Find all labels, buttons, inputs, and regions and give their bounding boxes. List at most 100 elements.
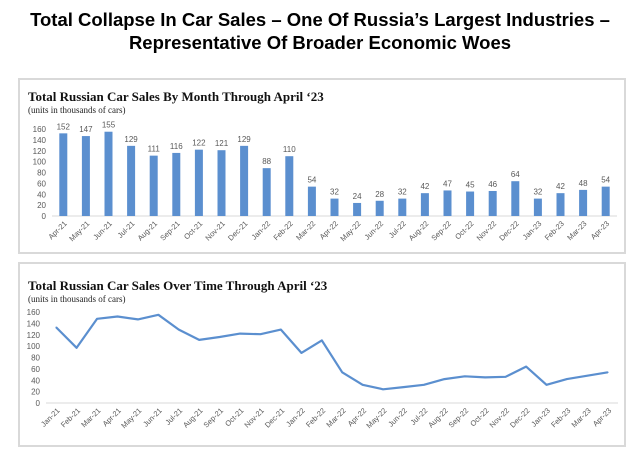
line-chart-x-tick-label: Sep-22 [447, 406, 470, 429]
bar-chart-x-tick-label: Jun-21 [91, 219, 114, 242]
bar-data-label: 129 [237, 135, 251, 144]
bar [262, 168, 271, 216]
line-point [259, 333, 262, 335]
line-chart-y-tick-label: 0 [36, 399, 41, 408]
line-chart-y-tick-label: 60 [31, 365, 40, 374]
line-chart-y-tick-label: 40 [31, 376, 40, 385]
bar-chart-title: Total Russian Car Sales By Month Through… [28, 89, 324, 104]
line-point [116, 315, 119, 318]
line-chart-x-tick-label: Aug-21 [181, 406, 204, 429]
line-chart-x-tick-label: Jan-22 [284, 406, 307, 429]
bar-data-label: 42 [556, 182, 565, 191]
bar-data-label: 64 [511, 170, 520, 179]
bar-chart-x-tick-label: Aug-21 [136, 219, 159, 242]
bar [556, 193, 565, 216]
bar-chart-y-tick-label: 60 [37, 179, 46, 188]
bar [466, 191, 475, 216]
line-point [177, 328, 180, 331]
bar-data-label: 116 [170, 142, 183, 151]
line-chart-x-tick-label: Dec-22 [508, 406, 531, 429]
bar [511, 181, 520, 216]
bar-chart-x-tick-label: Sep-22 [429, 219, 452, 242]
bar-data-label: 129 [124, 135, 138, 144]
line-chart-x-tick-label: Feb-22 [304, 406, 327, 429]
bar-chart-x-tick-label: Mar-23 [565, 219, 588, 242]
bar-chart-x-tick-label: Apr-23 [589, 219, 611, 241]
line-point [402, 386, 405, 388]
line-point [566, 378, 568, 380]
line-point [96, 318, 98, 320]
bar-data-label: 32 [398, 188, 407, 197]
bar [81, 136, 90, 216]
bar [420, 193, 429, 216]
line-chart-x-tick-label: May-22 [364, 406, 388, 430]
bar-data-label: 28 [375, 190, 384, 199]
bar-chart-x-tick-label: Sep-21 [158, 219, 181, 242]
line-chart-panel: Total Russian Car Sales Over Time Throug… [18, 262, 626, 447]
bar-data-label: 111 [148, 145, 161, 154]
bar-data-label: 32 [330, 188, 339, 197]
bar-chart-x-tick-label: Feb-23 [543, 219, 566, 242]
line-point [361, 384, 364, 386]
bar [375, 200, 384, 216]
bar-data-label: 88 [262, 157, 271, 166]
bar-chart-y-tick-label: 20 [37, 201, 46, 210]
line-point [382, 388, 384, 391]
bar-chart-x-tick-label: Jul-21 [116, 219, 137, 240]
line-chart-y-tick-label: 20 [31, 388, 40, 397]
bar-data-label: 110 [283, 145, 296, 154]
line-point [484, 376, 487, 379]
bar-chart-x-tick-label: Jun-22 [363, 219, 386, 242]
line-chart-y-tick-label: 120 [27, 331, 41, 340]
bar-chart-x-tick-label: Mar-22 [294, 219, 317, 242]
bar [127, 145, 136, 216]
line-chart-x-tick-label: Mar-22 [324, 406, 347, 429]
bar-chart-x-tick-label: May-21 [67, 219, 91, 243]
bar-data-label: 32 [533, 188, 542, 197]
line-chart-x-tick-label: Dec-21 [263, 406, 286, 429]
bar-chart-x-tick-label: May-22 [338, 219, 362, 243]
bar-chart-x-tick-label: Nov-21 [203, 219, 226, 242]
bar [398, 198, 407, 216]
bar-chart-x-tick-label: Apr-22 [318, 219, 340, 241]
bar-chart-x-tick-label: Feb-22 [272, 219, 295, 242]
bar-chart-x-tick-label: Nov-22 [475, 219, 498, 242]
line-chart-x-tick-label: Sep-21 [202, 406, 225, 429]
bar-data-label: 152 [57, 122, 71, 131]
bar-chart-y-tick-label: 0 [42, 212, 47, 221]
line-point [545, 384, 548, 386]
bar-chart-x-tick-label: Aug-22 [407, 219, 430, 242]
line-point [606, 371, 609, 374]
bar-data-label: 47 [443, 179, 452, 188]
line-point [525, 365, 527, 368]
line-chart-x-tick-label: Jan-23 [529, 406, 552, 429]
line-point [443, 378, 446, 380]
line-chart-x-tick-label: Nov-21 [242, 406, 265, 429]
line-point [300, 352, 303, 354]
bar-data-label: 54 [601, 176, 610, 185]
page-title: Total Collapse In Car Sales – One Of Rus… [30, 9, 610, 53]
line-chart-x-tick-label: Mar-21 [79, 406, 102, 429]
line-chart-title: Total Russian Car Sales Over Time Throug… [28, 278, 328, 293]
bar-chart-y-tick-label: 40 [37, 190, 46, 199]
line-point [55, 326, 58, 329]
line-chart-x-tick-label: Apr-23 [591, 406, 613, 428]
bar-chart-y-tick-label: 160 [33, 125, 47, 134]
bar-chart-x-tick-label: Dec-22 [497, 219, 520, 242]
line-chart-x-tick-label: Oct-21 [223, 406, 245, 428]
line-point [75, 347, 78, 349]
bar [285, 156, 294, 216]
line-point [320, 339, 323, 342]
bar [533, 198, 542, 216]
bar [443, 190, 452, 216]
line-chart-x-tick-label: Nov-22 [488, 406, 511, 429]
bar [172, 152, 181, 216]
line-chart-x-tick-label: Mar-23 [570, 406, 593, 429]
bar [330, 198, 339, 216]
bar [488, 190, 497, 216]
line-point [586, 374, 589, 377]
line-point [280, 328, 282, 331]
bar [59, 133, 68, 216]
line-chart-y-tick-label: 160 [27, 308, 41, 317]
